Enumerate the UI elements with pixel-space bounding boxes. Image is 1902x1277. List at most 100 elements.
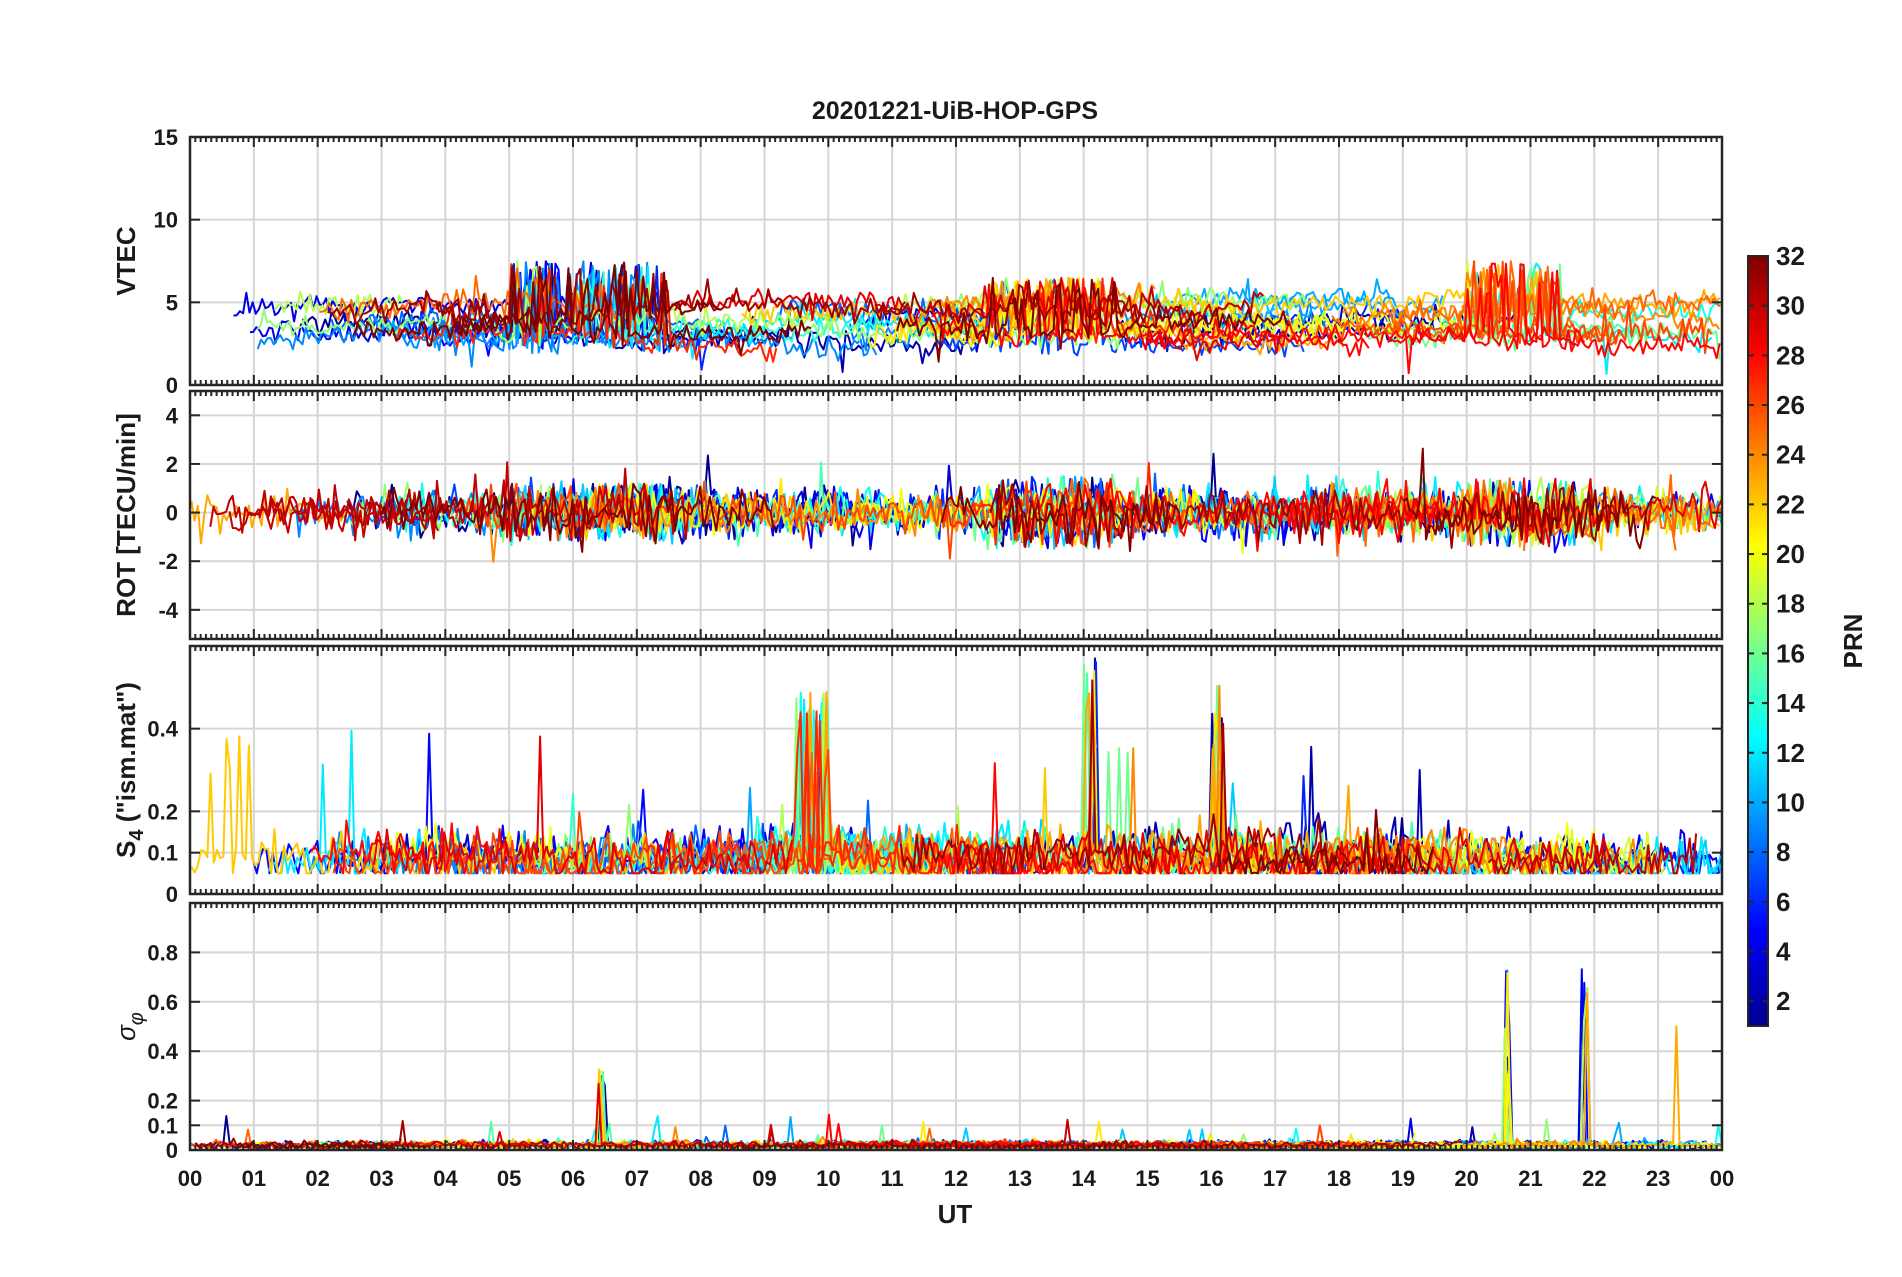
prn-30-line [258, 488, 439, 542]
chart-title: 20201221-UiB-HOP-GPS [812, 97, 1098, 125]
x-axis-label: UT [938, 1199, 973, 1229]
prn-32-line [380, 482, 775, 553]
colorbar-tick-label: 10 [1776, 787, 1805, 817]
panel-sigma-ylabel: σφ [111, 1012, 148, 1041]
prn-32-line [1222, 809, 1435, 875]
prn-29-line [1216, 826, 1621, 875]
x-tick-label: 12 [944, 1166, 968, 1191]
prn-28-line [310, 819, 511, 875]
colorbar-tick-label: 12 [1776, 738, 1805, 768]
prn-31-line [704, 1138, 1137, 1150]
panel-vtec-ylabel: VTEC [111, 226, 141, 296]
x-tick-label: 08 [688, 1166, 712, 1191]
panel-s4: 0 0.1 0.2 0.4S4 ("ism.mat") [111, 644, 1724, 907]
prn-23-line [1182, 328, 1345, 356]
y-tick-label: 0.4 [147, 1039, 178, 1064]
y-tick-label: 0.4 [147, 717, 178, 742]
x-tick-label: 13 [1008, 1166, 1032, 1191]
x-tick-label: 01 [242, 1166, 266, 1191]
x-tick-label: 20 [1454, 1166, 1478, 1191]
y-tick-label: 0 [166, 373, 178, 398]
prn-32-line [236, 1139, 395, 1150]
x-tick-labels: 00 01 02 03 04 05 06 07 08 09 10 11 12 13 14 15 16 17 18 19… [178, 1166, 1734, 1191]
y-tick-label: 0 [166, 882, 178, 907]
prn-24-line [1081, 684, 1234, 875]
panel-s4-series [190, 657, 1722, 875]
y-tick-label: 10 [154, 208, 178, 233]
y-tick-label: 0.8 [147, 940, 178, 965]
x-tick-label: 21 [1518, 1166, 1542, 1191]
colorbar-tick-label: 32 [1776, 241, 1805, 271]
prn-31-line [899, 679, 1349, 875]
prn-32-line [353, 265, 812, 356]
colorbar-tick-label: 14 [1776, 688, 1805, 718]
colorbar-gradient [1747, 255, 1769, 1027]
colorbar-tick-label: 18 [1776, 589, 1805, 619]
y-tick-label: 0.6 [147, 990, 178, 1015]
x-tick-label: 19 [1391, 1166, 1415, 1191]
panel-sigma-grid [190, 903, 1722, 1150]
panel-rot: -4 -2 0 2 4 ROT [TECU/min] [111, 389, 1724, 641]
y-tick-label: 15 [154, 125, 178, 150]
prn-32-line [896, 276, 1291, 363]
prn-30-line [209, 467, 694, 541]
x-tick-label: 16 [1199, 1166, 1223, 1191]
prn-29-line [956, 827, 1259, 875]
prn-28-line [931, 280, 1370, 358]
prn-29-line [373, 735, 794, 875]
colorbar-tick-label: 20 [1776, 539, 1805, 569]
prn-28-line [1387, 262, 1721, 360]
prn-32-line [940, 481, 1179, 552]
prn-29-line [674, 276, 1127, 342]
panel-rot-series [190, 447, 1722, 563]
colorbar-tick-label: 6 [1776, 887, 1790, 917]
x-tick-label: 00 [178, 1166, 202, 1191]
prn-32-line [450, 261, 721, 335]
prn-29-line [1138, 327, 1296, 362]
panel-sigma-series [190, 968, 1722, 1150]
y-tick-label: 0.1 [147, 841, 178, 866]
x-tick-label: 17 [1263, 1166, 1287, 1191]
y-tick-label: -2 [158, 549, 178, 574]
y-tick-label: 0 [166, 501, 178, 526]
panel-sigma-x-ticks [189, 903, 1723, 1150]
colorbar-tick-label: 2 [1776, 986, 1790, 1016]
x-tick-label: 22 [1582, 1166, 1606, 1191]
x-tick-label: 02 [305, 1166, 329, 1191]
prn-30-line [1487, 833, 1698, 875]
colorbar-tick-label: 22 [1776, 489, 1805, 519]
colorbar-tick-label: 30 [1776, 291, 1805, 321]
prn-31-line [1155, 1139, 1463, 1150]
prn-5-line [407, 260, 569, 357]
x-tick-label: 09 [752, 1166, 776, 1191]
x-tick-label: 11 [881, 1166, 904, 1191]
panel-s4-x-ticks [189, 646, 1723, 894]
y-tick-label: 0.2 [147, 1089, 178, 1114]
x-tick-label: 00 [1710, 1166, 1734, 1191]
prn-29-line [1209, 491, 1444, 543]
y-tick-label: 0.1 [147, 1113, 178, 1138]
x-tick-label: 07 [625, 1166, 649, 1191]
colorbar-tick-label: 16 [1776, 638, 1805, 668]
prn-8-line [778, 285, 1017, 333]
prn-22-line [190, 735, 675, 875]
x-tick-label: 10 [816, 1166, 840, 1191]
x-tick-label: 06 [561, 1166, 585, 1191]
x-tick-label: 18 [1327, 1166, 1351, 1191]
x-tick-label: 03 [369, 1166, 393, 1191]
y-tick-label: 2 [166, 452, 178, 477]
colorbar-tick-label: 4 [1776, 936, 1791, 966]
colorbar-label: PRN [1838, 614, 1868, 669]
y-tick-label: 4 [166, 403, 179, 428]
colorbar-tick-label: 8 [1776, 837, 1790, 867]
panel-vtec-series [233, 260, 1722, 375]
x-tick-label: 15 [1135, 1166, 1159, 1191]
y-tick-label: 5 [166, 290, 178, 315]
prn-32-line [1403, 447, 1657, 550]
colorbar-tick-label: 24 [1776, 440, 1805, 470]
colorbar-tick-label: 26 [1776, 390, 1805, 420]
x-tick-label: 23 [1646, 1166, 1670, 1191]
y-tick-label: 0 [166, 1138, 178, 1163]
